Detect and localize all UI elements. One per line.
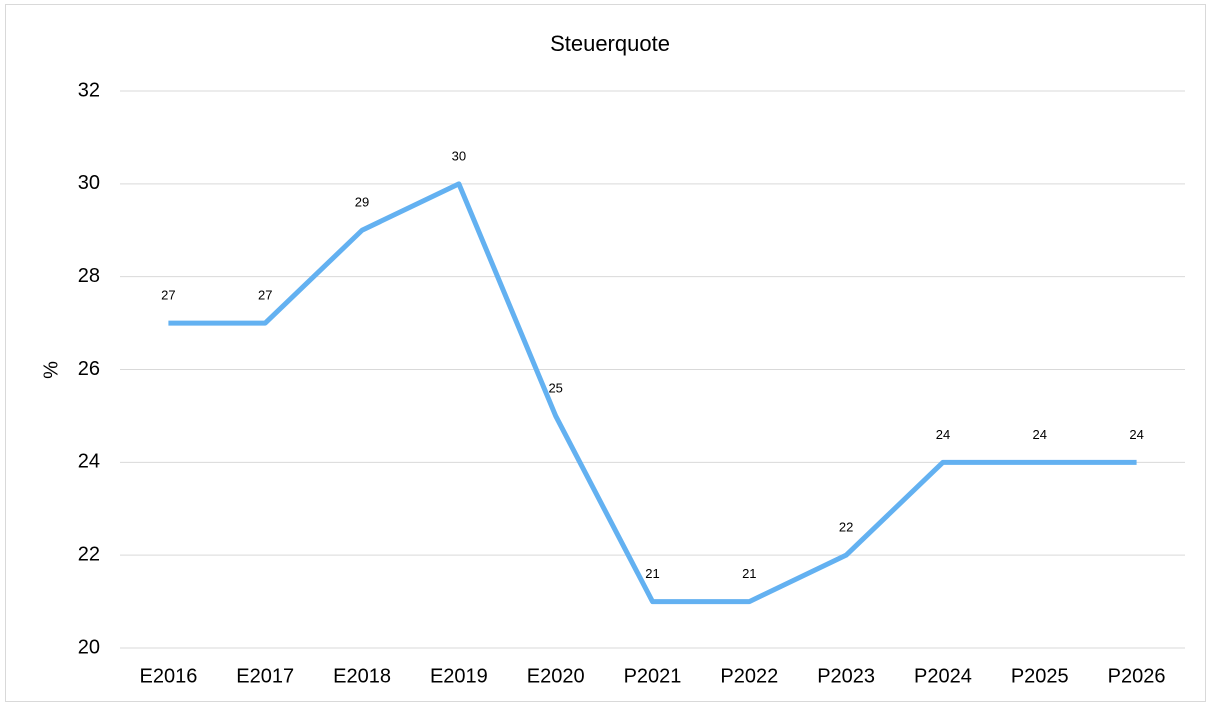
data-label: 21 bbox=[742, 566, 756, 581]
data-label: 21 bbox=[645, 566, 659, 581]
y-tick-label: 30 bbox=[78, 172, 100, 194]
data-label: 24 bbox=[1129, 427, 1143, 442]
y-tick-label: 22 bbox=[78, 543, 100, 565]
x-tick-label: E2017 bbox=[236, 665, 294, 687]
chart-border bbox=[5, 4, 1206, 702]
x-tick-label: P2022 bbox=[720, 665, 778, 687]
x-tick-label: E2019 bbox=[430, 665, 488, 687]
y-tick-label: 20 bbox=[78, 636, 100, 658]
x-tick-label: P2025 bbox=[1011, 665, 1069, 687]
x-tick-label: P2024 bbox=[914, 665, 972, 687]
y-axis-label: % bbox=[40, 361, 62, 379]
data-label: 24 bbox=[936, 427, 950, 442]
data-label: 27 bbox=[258, 288, 272, 303]
data-label: 25 bbox=[548, 380, 562, 395]
line-series bbox=[168, 181, 1137, 605]
y-tick-label: 32 bbox=[78, 79, 100, 101]
x-tick-label: E2020 bbox=[527, 665, 585, 687]
data-label: 24 bbox=[1033, 427, 1047, 442]
chart-title: Steuerquote bbox=[550, 31, 670, 56]
y-tick-label: 26 bbox=[78, 358, 100, 380]
data-label: 27 bbox=[161, 288, 175, 303]
x-tick-label: E2016 bbox=[139, 665, 197, 687]
x-tick-label: P2026 bbox=[1108, 665, 1166, 687]
y-tick-label: 24 bbox=[78, 451, 100, 473]
y-tick-label: 28 bbox=[78, 265, 100, 287]
data-label: 22 bbox=[839, 520, 853, 535]
x-tick-label: P2023 bbox=[817, 665, 875, 687]
x-tick-label: E2018 bbox=[333, 665, 391, 687]
data-label: 29 bbox=[355, 195, 369, 210]
data-label: 30 bbox=[452, 148, 466, 163]
x-tick-label: P2021 bbox=[624, 665, 682, 687]
